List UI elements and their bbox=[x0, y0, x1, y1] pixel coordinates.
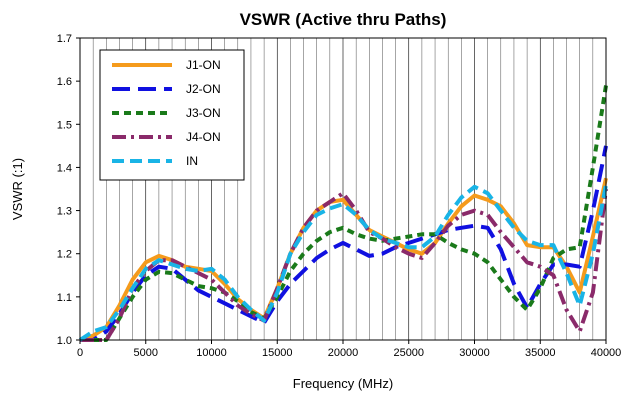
y-tick-label: 1.5 bbox=[57, 119, 72, 131]
series-lines bbox=[78, 85, 608, 342]
y-tick-label: 1.2 bbox=[57, 249, 72, 261]
x-axis-label: Frequency (MHz) bbox=[293, 376, 393, 391]
x-tick-label: 35000 bbox=[525, 347, 556, 359]
series-line-j2-on bbox=[80, 145, 608, 342]
y-tick-label: 1.6 bbox=[57, 76, 72, 88]
legend: J1-ON J2-ON J3-ON J4-ON IN bbox=[99, 49, 245, 181]
x-tick-label: 15000 bbox=[262, 347, 293, 359]
legend-label-j4-on: J4-ON bbox=[186, 130, 221, 144]
series-line-j3-on bbox=[80, 85, 608, 342]
y-tick-label: 1.3 bbox=[57, 206, 72, 218]
y-tick-label: 1.4 bbox=[57, 162, 72, 174]
axis-ticks: 0 5000 10000 15000 20000 25000 30000 35000 40000… bbox=[57, 33, 622, 359]
y-tick-label: 1.1 bbox=[57, 292, 72, 304]
legend-label-in: IN bbox=[186, 154, 198, 168]
series-line-j4-on bbox=[80, 188, 608, 342]
series-line-in bbox=[78, 184, 608, 342]
y-tick-label: 1.0 bbox=[57, 335, 72, 347]
x-tick-label: 0 bbox=[77, 347, 83, 359]
y-axis-label: VSWR (:1) bbox=[10, 158, 25, 220]
legend-label-j3-on: J3-ON bbox=[186, 106, 221, 120]
legend-label-j2-on: J2-ON bbox=[186, 82, 221, 96]
x-tick-label: 5000 bbox=[134, 347, 158, 359]
series-line-j1-on bbox=[79, 177, 608, 342]
x-tick-label: 30000 bbox=[459, 347, 490, 359]
x-tick-label: 20000 bbox=[328, 347, 359, 359]
x-tick-label: 25000 bbox=[393, 347, 424, 359]
x-tick-label: 40000 bbox=[591, 347, 622, 359]
x-tick-label: 10000 bbox=[196, 347, 227, 359]
chart-title: VSWR (Active thru Paths) bbox=[240, 10, 447, 29]
y-tick-label: 1.7 bbox=[57, 33, 72, 45]
legend-label-j1-on: J1-ON bbox=[186, 58, 221, 72]
